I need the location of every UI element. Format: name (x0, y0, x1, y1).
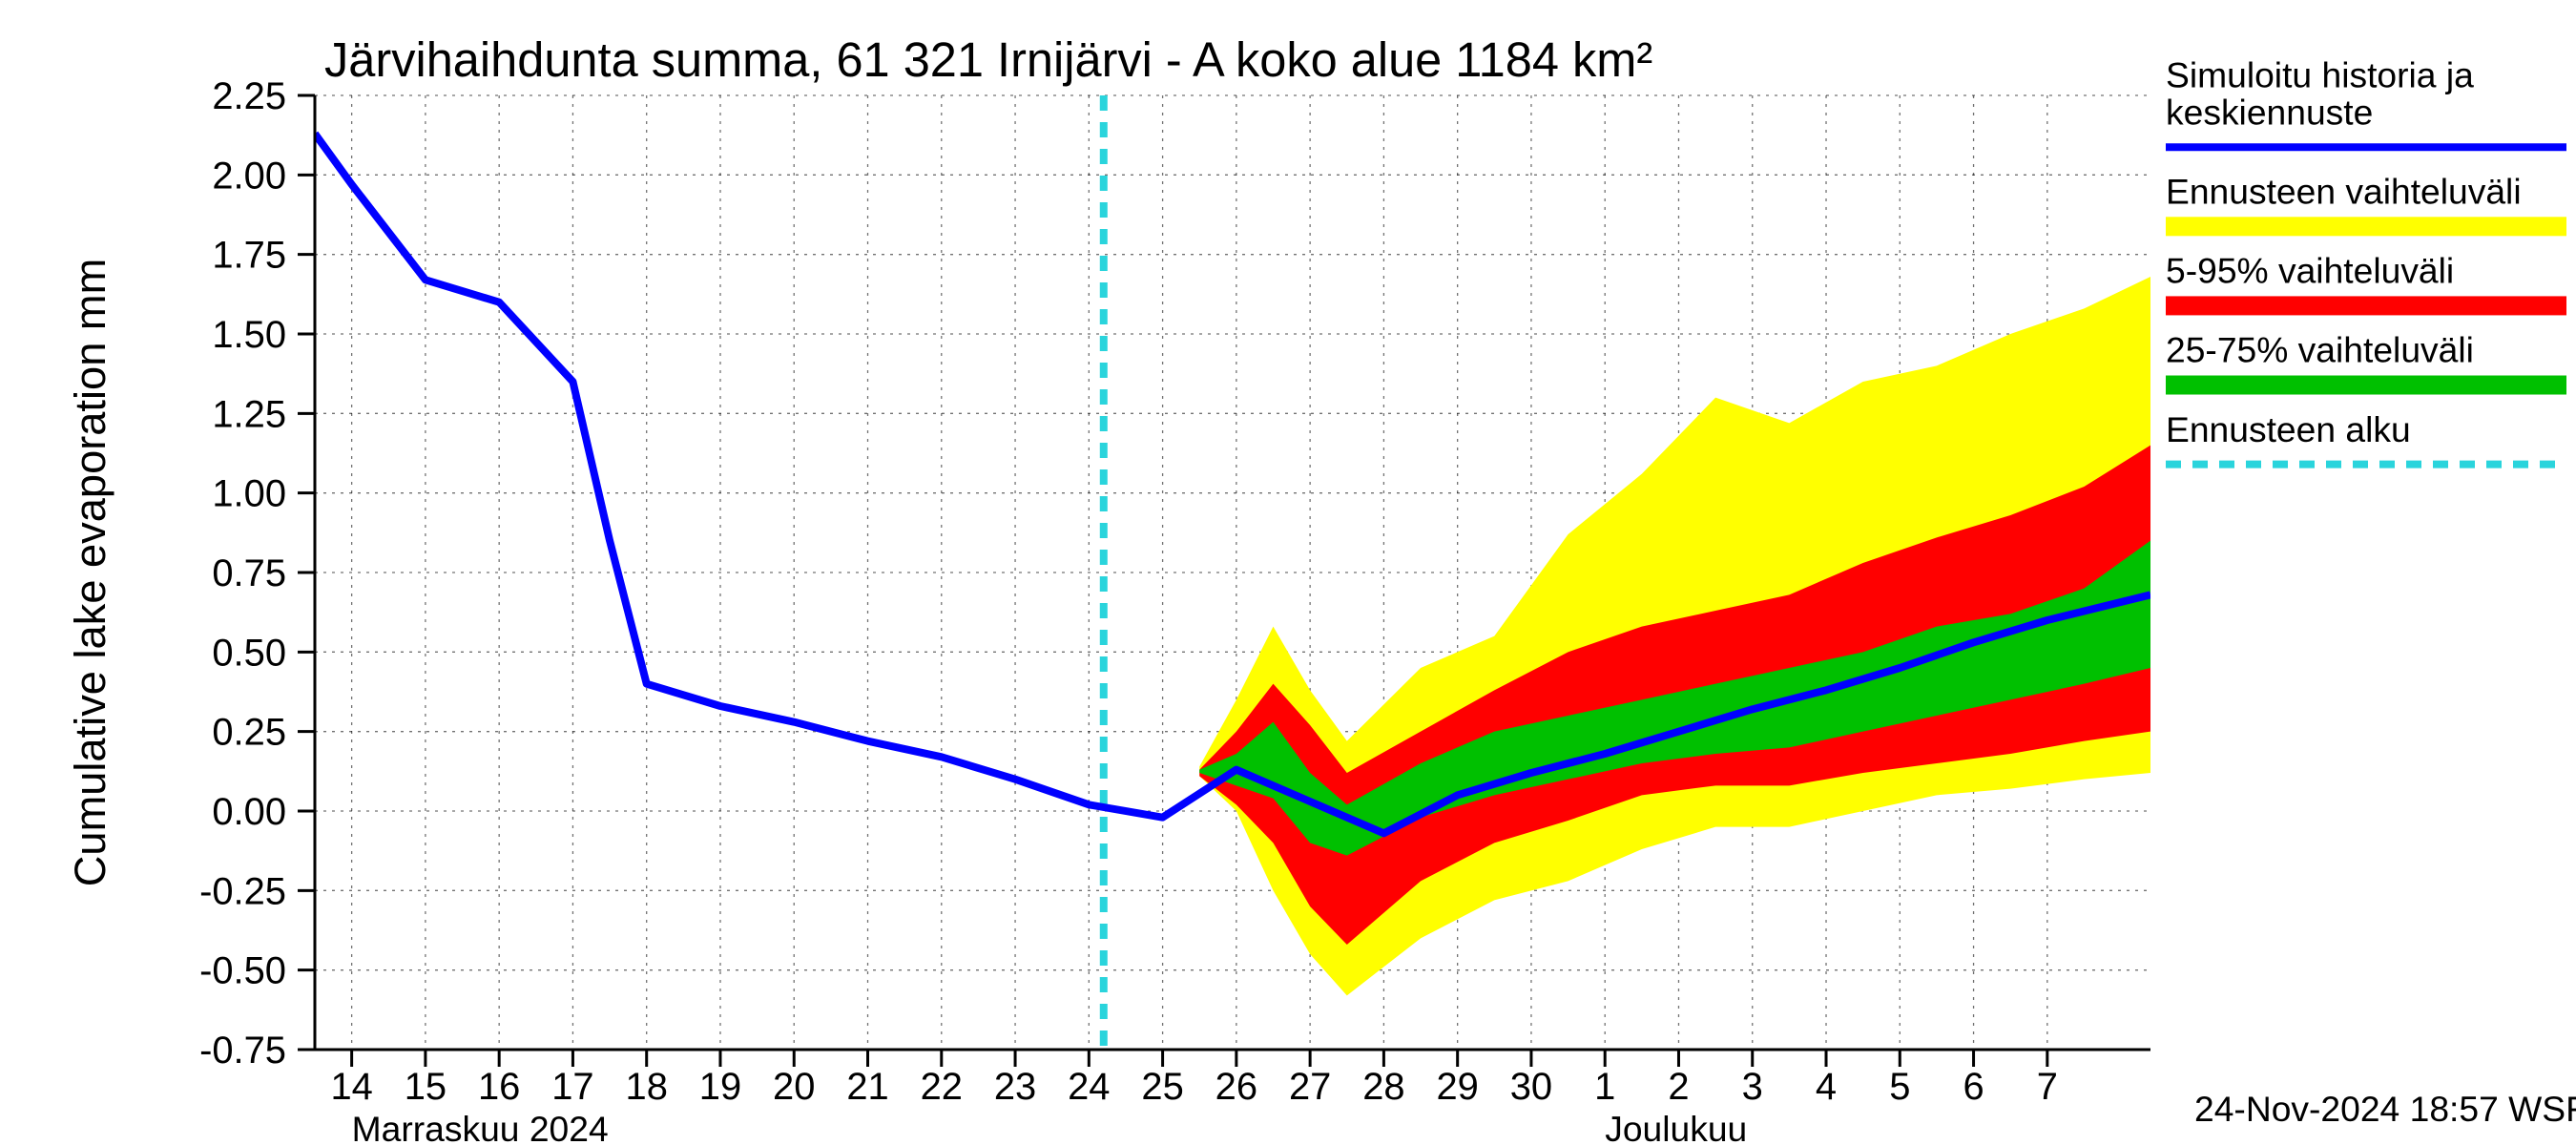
x-tick-label: 29 (1436, 1066, 1478, 1108)
x-tick-label: 14 (330, 1066, 372, 1108)
legend-swatch (2166, 376, 2566, 395)
footer-timestamp: 24-Nov-2024 18:57 WSFS-O (2194, 1089, 2576, 1129)
x-tick-label: 7 (2037, 1066, 2058, 1108)
legend-label: keskiennuste (2166, 92, 2373, 132)
x-tick-label: 17 (551, 1066, 593, 1108)
legend-label: Ennusteen vaihteluväli (2166, 171, 2522, 211)
x-tick-label: 3 (1742, 1066, 1763, 1108)
y-tick-label: 1.00 (212, 473, 286, 515)
y-tick-label: -0.75 (199, 1030, 286, 1072)
y-tick-label: 1.50 (212, 314, 286, 356)
y-tick-label: 1.75 (212, 235, 286, 277)
y-tick-label: 1.25 (212, 393, 286, 435)
x-tick-label: 27 (1289, 1066, 1331, 1108)
x-tick-label: 24 (1068, 1066, 1110, 1108)
x-tick-label: 26 (1215, 1066, 1257, 1108)
legend-label: 5-95% vaihteluväli (2166, 251, 2454, 291)
x-tick-label: 6 (1963, 1066, 1984, 1108)
legend-label: Simuloitu historia ja (2166, 54, 2474, 94)
x-month-label-fi: Joulukuu (1605, 1109, 1747, 1145)
y-tick-label: 0.25 (212, 712, 286, 754)
x-tick-label: 16 (478, 1066, 520, 1108)
y-tick-label: 0.50 (212, 632, 286, 674)
y-tick-label: -0.25 (199, 870, 286, 912)
x-tick-label: 5 (1889, 1066, 1910, 1108)
x-tick-label: 22 (921, 1066, 963, 1108)
x-tick-label: 15 (405, 1066, 447, 1108)
x-tick-label: 1 (1594, 1066, 1615, 1108)
legend-swatch (2166, 217, 2566, 236)
x-tick-label: 28 (1362, 1066, 1404, 1108)
chart-root: -0.75 -0.50 -0.25 0.00 0.25 0.50 0.75 1.00 1.25 1… (0, 0, 2576, 1145)
x-tick-label: 2 (1668, 1066, 1689, 1108)
x-tick-label: 23 (994, 1066, 1036, 1108)
x-tick-label: 30 (1510, 1066, 1552, 1108)
legend-swatch (2166, 296, 2566, 315)
legend-label: 25-75% vaihteluväli (2166, 330, 2474, 370)
x-tick-label: 21 (846, 1066, 888, 1108)
y-tick-label: -0.50 (199, 950, 286, 992)
x-tick-label: 18 (626, 1066, 668, 1108)
x-tick-label: 20 (773, 1066, 815, 1108)
x-month-label-fi: Marraskuu 2024 (352, 1109, 609, 1145)
y-tick-label: 0.75 (212, 552, 286, 594)
x-tick-label: 19 (699, 1066, 741, 1108)
y-tick-label: 0.00 (212, 791, 286, 833)
legend-label: Ennusteen alku (2166, 409, 2411, 449)
y-axis-label: Cumulative lake evaporation mm (66, 259, 114, 886)
y-tick-label: 2.00 (212, 155, 286, 197)
chart-title: Järvihaihdunta summa, 61 321 Irnijärvi -… (324, 32, 1652, 87)
y-tick-label: 2.25 (212, 75, 286, 117)
x-tick-label: 25 (1141, 1066, 1183, 1108)
x-tick-label: 4 (1816, 1066, 1837, 1108)
